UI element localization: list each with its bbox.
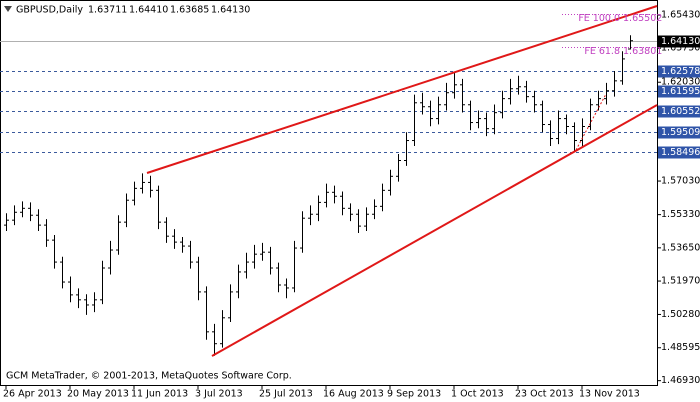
y-tick-label: 1.55330 (661, 209, 700, 220)
level-label-box (658, 126, 700, 139)
level-label: 1.62578 (661, 66, 700, 77)
header-high: 1.64410 (129, 5, 168, 16)
y-tick-label: 1.46930 (661, 375, 700, 386)
plot-frame (0, 0, 658, 386)
x-tick-label: 3 Jul 2013 (195, 389, 243, 400)
level-label: 1.58496 (661, 147, 700, 158)
x-tick-label: 1 Oct 2013 (451, 389, 504, 400)
fib-level-name: FE 100.0 (578, 13, 620, 24)
x-tick-label: 25 Jul 2013 (259, 389, 313, 400)
x-tick-label: 16 Aug 2013 (323, 389, 384, 400)
y-tick-label: 1.65430 (661, 10, 700, 21)
header-open: 1.63711 (88, 5, 127, 16)
fib-level-price: 1.65502 (623, 13, 662, 24)
x-tick-label: 20 May 2013 (67, 389, 129, 400)
y-tick-label: 1.63750 (661, 43, 700, 54)
level-label: 1.60552 (661, 106, 700, 117)
symbol-icon (4, 6, 12, 12)
x-tick-label: 23 Oct 2013 (515, 389, 574, 400)
y-tick-label: 1.57030 (661, 176, 700, 187)
chart-title: GBPUSD,Daily (16, 5, 83, 16)
fib-level-price: 1.63801 (623, 46, 662, 57)
level-label-box (658, 65, 700, 78)
fib-base-line (575, 93, 607, 151)
y-tick-label: 1.48595 (661, 342, 700, 353)
level-label-box (658, 146, 700, 159)
upper-trend-line (146, 5, 658, 174)
x-tick-label: 11 Jun 2013 (131, 389, 188, 400)
lower-trend-line (211, 104, 658, 357)
header-low: 1.63685 (170, 5, 209, 16)
level-label-box (658, 35, 700, 48)
level-label: 1.64130 (661, 36, 700, 47)
x-tick-label: 26 Apr 2013 (3, 389, 62, 400)
watermark: GCM MetaTrader, © 2001-2013, MetaQuotes … (6, 371, 292, 382)
y-tick-label: 1.50280 (661, 309, 700, 320)
bars (4, 35, 633, 356)
header-close: 1.64130 (211, 5, 250, 16)
y-tick-label: 1.62030 (661, 77, 700, 88)
level-label: 1.59509 (661, 127, 700, 138)
y-tick-label: 1.53650 (661, 242, 700, 253)
level-label: 1.61595 (661, 86, 700, 97)
fib-level-name: FE 61.8 (584, 46, 620, 57)
y-tick-label: 1.51970 (661, 276, 700, 287)
x-tick-label: 9 Sep 2013 (387, 389, 441, 400)
x-tick-label: 13 Nov 2013 (579, 389, 640, 400)
level-label-box (658, 85, 700, 98)
level-label-box (658, 105, 700, 118)
